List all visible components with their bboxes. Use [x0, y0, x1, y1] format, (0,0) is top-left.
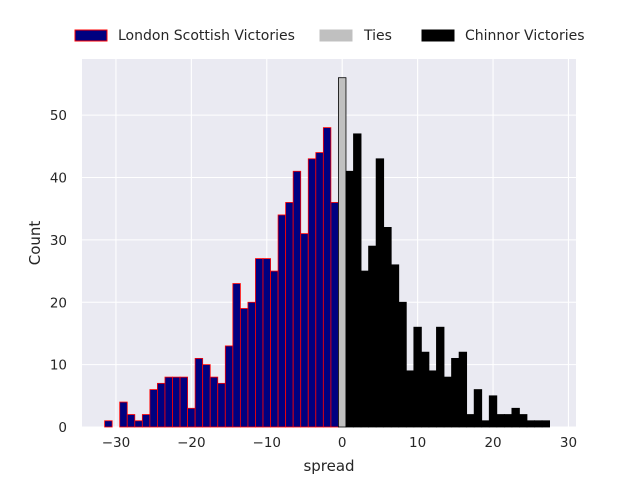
bar: [503, 414, 513, 428]
bar: [194, 357, 204, 428]
bar: [330, 202, 339, 428]
legend: London Scottish Victories Ties Chinnor Vic…: [74, 28, 585, 44]
bar: [126, 414, 136, 428]
bar: [209, 376, 219, 428]
legend-swatch: [74, 29, 108, 42]
bar: [420, 351, 430, 428]
bar: [458, 351, 468, 428]
bar: [428, 370, 437, 428]
y-tick-label: 50: [50, 108, 67, 124]
bar: [398, 301, 407, 428]
bar: [157, 382, 166, 428]
bar: [345, 170, 354, 428]
bar: [353, 133, 362, 428]
x-tick-labels: −30 −20 −10 0 10 20 30: [102, 435, 577, 451]
x-tick-label: −20: [177, 435, 206, 451]
bar: [300, 233, 309, 428]
bar: [217, 382, 226, 428]
y-tick-label: 0: [58, 420, 67, 436]
bar: [247, 301, 256, 428]
bar: [473, 389, 483, 428]
bar: [375, 158, 385, 428]
bar: [443, 376, 452, 428]
bar: [488, 395, 498, 428]
bar: [149, 389, 158, 428]
bar: [413, 326, 422, 428]
y-tick-label: 40: [50, 171, 67, 187]
bar: [466, 414, 475, 428]
bar: [322, 127, 332, 428]
bar: [255, 258, 264, 428]
bar: [164, 376, 173, 428]
x-tick-label: 20: [484, 435, 501, 451]
bar: [262, 258, 271, 428]
y-tick-label: 30: [50, 233, 67, 249]
x-tick-label: −10: [253, 435, 282, 451]
bar: [119, 401, 128, 428]
bar: [534, 420, 543, 428]
x-tick-label: 30: [560, 435, 577, 451]
bar: [232, 283, 241, 428]
bar: [315, 152, 324, 428]
bar: [277, 214, 287, 428]
bar: [451, 357, 460, 428]
x-tick-label: 0: [338, 435, 347, 451]
bar: [224, 345, 234, 428]
bar: [172, 376, 181, 428]
bar: [239, 308, 249, 428]
legend-label: Ties: [363, 28, 392, 44]
bar: [390, 264, 400, 428]
bar: [481, 420, 490, 428]
legend-swatch: [421, 29, 455, 42]
bar: [405, 370, 415, 428]
bar: [360, 270, 369, 428]
x-tick-label: −30: [102, 435, 131, 451]
bar: [511, 407, 520, 428]
y-tick-labels: 0 10 20 30 40 50: [50, 108, 67, 436]
bar: [383, 227, 392, 428]
bar: [270, 270, 279, 428]
bar: [368, 245, 377, 428]
bar: [496, 414, 505, 428]
legend-label: London Scottish Victories: [118, 28, 295, 44]
bar: [141, 414, 151, 428]
y-tick-label: 10: [50, 358, 67, 374]
bar: [187, 407, 196, 428]
bar: [104, 420, 113, 428]
bar: [526, 420, 535, 428]
bar: [285, 202, 294, 428]
bar: [307, 158, 317, 428]
bar: [292, 170, 302, 428]
bar: [134, 420, 143, 428]
x-axis-label: spread: [303, 457, 354, 475]
bar: [338, 77, 347, 428]
legend-label: Chinnor Victories: [465, 28, 585, 44]
bar: [179, 376, 188, 428]
legend-swatch: [319, 29, 353, 42]
y-axis-label: Count: [26, 221, 44, 266]
bar: [519, 414, 528, 428]
bars: [104, 77, 551, 428]
bar: [436, 326, 445, 428]
bar: [541, 420, 551, 428]
y-tick-label: 20: [50, 295, 67, 311]
bar: [202, 364, 211, 428]
x-tick-label: 10: [409, 435, 426, 451]
